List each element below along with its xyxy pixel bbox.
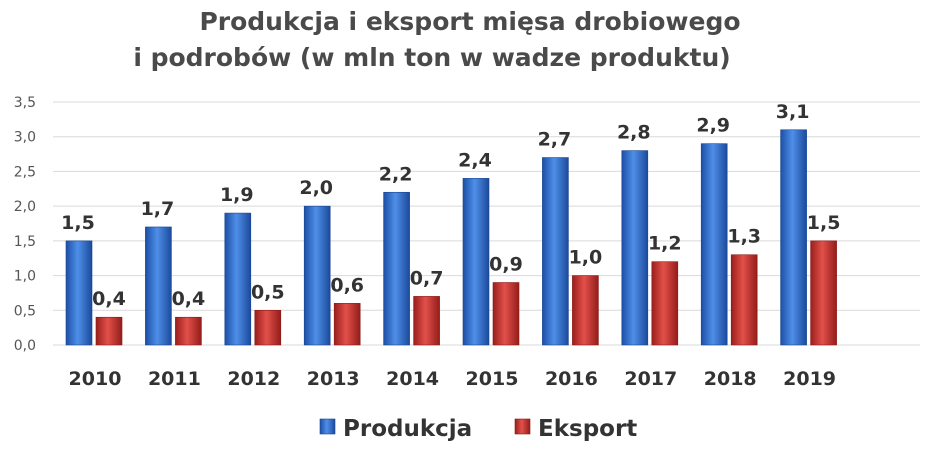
data-label-eksport: 0,9 — [489, 254, 523, 276]
x-tick-label: 2018 — [704, 368, 757, 390]
bar-produkcja — [700, 143, 728, 346]
legend-swatch-produkcja — [319, 418, 336, 435]
bar-eksport — [254, 309, 282, 346]
y-tick-label: 1,5 — [14, 234, 36, 250]
data-label-eksport: 1,2 — [648, 233, 682, 255]
data-label-eksport: 0,5 — [251, 281, 285, 303]
y-tick-label: 0,5 — [14, 303, 36, 319]
data-label-produkcja: 1,9 — [220, 184, 254, 206]
legend-label-eksport: Eksport — [538, 416, 637, 442]
data-label-produkcja: 1,5 — [61, 212, 95, 234]
data-label-produkcja: 2,2 — [379, 163, 413, 185]
bar-produkcja — [65, 240, 93, 346]
data-label-eksport: 0,4 — [92, 288, 126, 310]
bar-eksport — [572, 275, 599, 346]
bars — [65, 129, 837, 346]
bar-produkcja — [145, 226, 172, 346]
y-axis-ticks: 0,0 0,5 1,0 1,5 2,0 2,5 3,0 3,5 — [14, 95, 36, 354]
bar-eksport — [492, 282, 520, 346]
x-tick-label: 2019 — [783, 368, 836, 390]
bar-produkcja — [303, 205, 331, 346]
x-tick-label: 2011 — [148, 368, 201, 390]
bar-eksport — [651, 261, 679, 346]
bar-produkcja — [780, 129, 807, 346]
bar-produkcja — [621, 150, 649, 346]
data-labels: 1,5 0,4 1,7 0,4 1,9 0,5 2,0 0,6 2,2 0,7 2,4 0,9 2,7 1… — [61, 101, 840, 310]
data-label-eksport: 0,6 — [330, 274, 364, 296]
bar-produkcja — [542, 157, 569, 346]
data-label-eksport: 1,5 — [807, 212, 841, 234]
x-tick-label: 2016 — [545, 368, 598, 390]
data-label-produkcja: 1,7 — [141, 198, 175, 220]
y-tick-label: 1,0 — [14, 269, 36, 285]
x-tick-label: 2017 — [624, 368, 677, 390]
legend: Produkcja Eksport — [319, 416, 637, 442]
legend-swatch-eksport — [514, 418, 531, 435]
y-tick-label: 3,5 — [14, 95, 36, 111]
bar-eksport — [730, 254, 758, 346]
data-label-eksport: 1,3 — [727, 226, 761, 248]
data-label-eksport: 0,4 — [172, 288, 206, 310]
x-tick-label: 2010 — [69, 368, 122, 390]
chart-title-line-1: Produkcja i eksport mięsa drobiowego — [199, 7, 740, 36]
x-tick-label: 2013 — [307, 368, 360, 390]
data-label-eksport: 0,7 — [410, 267, 444, 289]
x-tick-label: 2012 — [227, 368, 280, 390]
data-label-produkcja: 2,8 — [617, 122, 651, 144]
data-label-produkcja: 3,1 — [776, 101, 810, 123]
y-tick-label: 3,0 — [14, 130, 36, 146]
bar-eksport — [413, 296, 440, 346]
x-tick-label: 2014 — [386, 368, 439, 390]
bar-produkcja — [462, 178, 490, 346]
bar-eksport — [333, 303, 361, 346]
bar-eksport — [95, 316, 123, 346]
y-tick-label: 2,5 — [14, 164, 36, 180]
bar-eksport — [175, 316, 202, 346]
x-axis-ticks: 2010 2011 2012 2013 2014 2015 2016 2017 2018 2019 — [69, 368, 836, 390]
x-tick-label: 2015 — [466, 368, 519, 390]
y-tick-label: 0,0 — [14, 338, 36, 354]
data-label-produkcja: 2,7 — [538, 129, 572, 151]
legend-label-produkcja: Produkcja — [343, 416, 472, 442]
chart-title-line-2: i podrobów (w mln ton w wadze produktu) — [133, 43, 730, 72]
data-label-eksport: 1,0 — [569, 247, 603, 269]
data-label-produkcja: 2,0 — [299, 177, 333, 199]
data-label-produkcja: 2,9 — [696, 115, 730, 137]
data-label-produkcja: 2,4 — [458, 149, 492, 171]
bar-produkcja — [224, 212, 252, 346]
bar-produkcja — [383, 191, 410, 346]
bar-eksport — [810, 240, 837, 346]
y-tick-label: 2,0 — [14, 199, 36, 215]
